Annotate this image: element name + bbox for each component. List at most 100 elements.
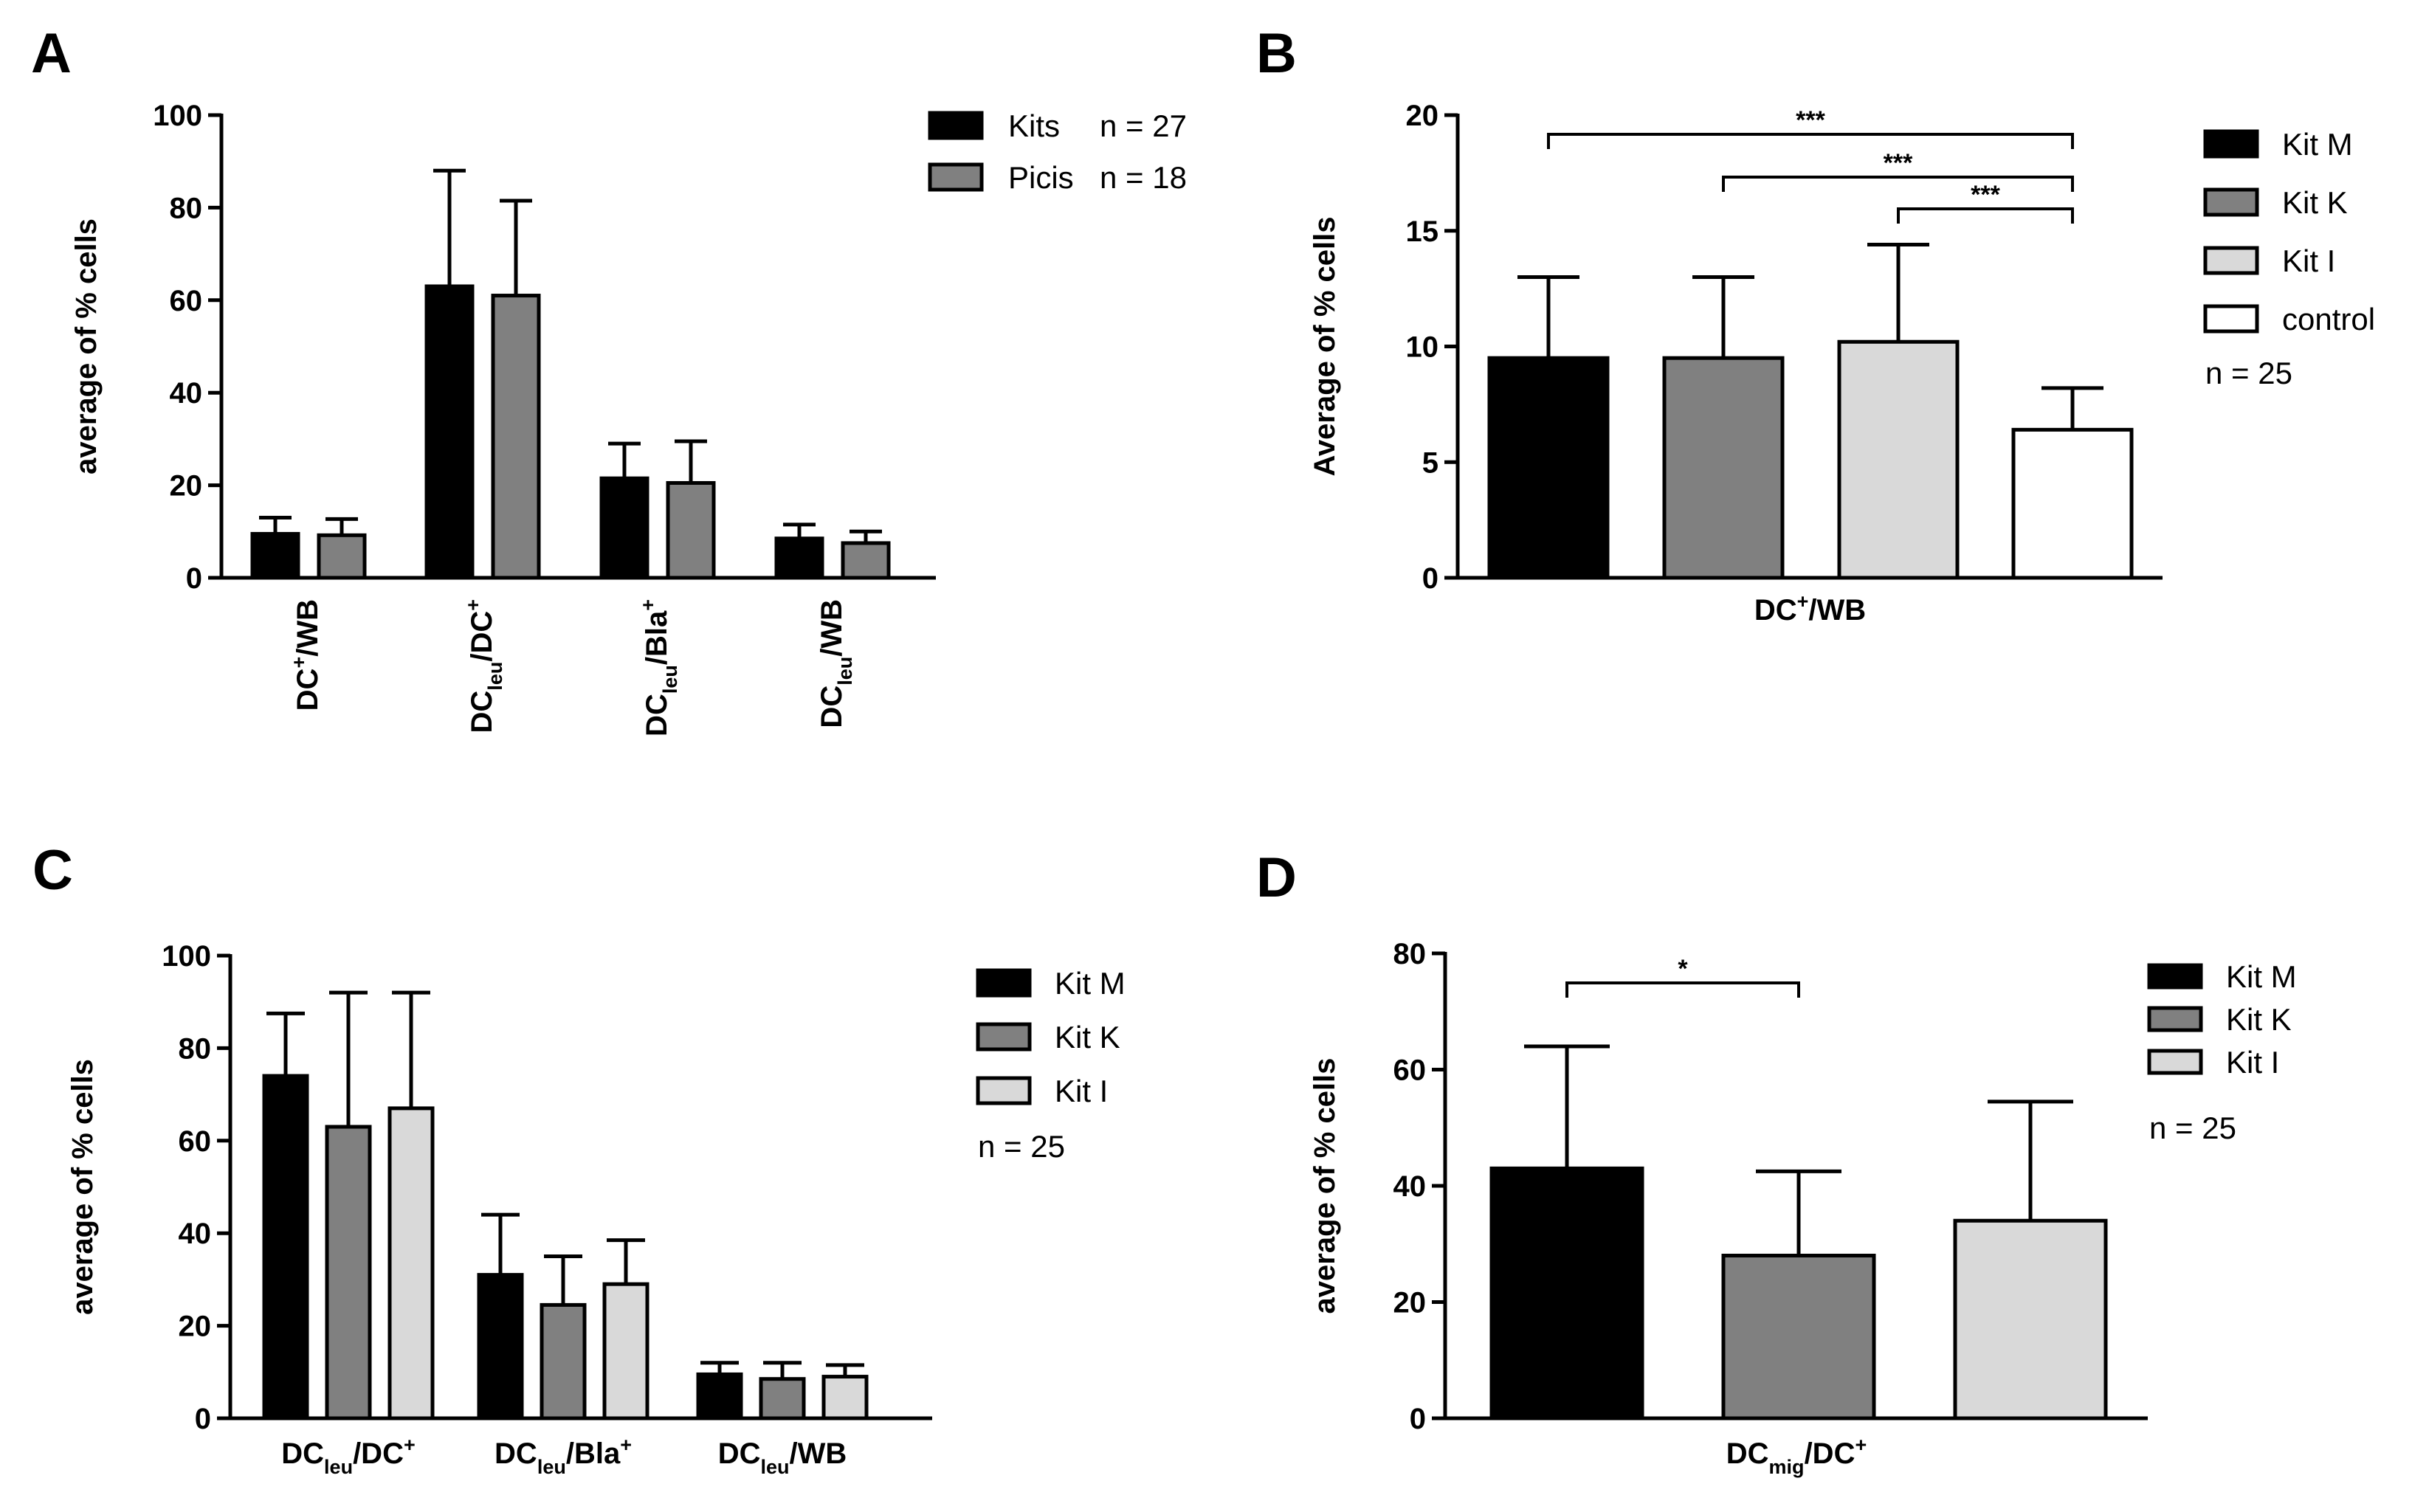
significance-bracket [1565,981,1800,998]
legend-label: Kit I [2282,244,2335,278]
y-axis-label: average of % cells [70,218,103,474]
n-label: n = 25 [978,1129,1065,1164]
panel-C: C 0 20 40 60 80 100 average of % cells DCleu/DC+… [32,839,1126,1478]
bar [424,284,475,580]
panel-D: D 0 20 40 60 80 average of % cells DCmig/DC+ * Ki… [1256,846,2297,1478]
y-tick-label: 15 [1406,215,1439,248]
bar [774,536,824,580]
significance-label: *** [1971,181,2000,209]
bar [1721,1254,1876,1420]
y-tick-label: 80 [1393,938,1427,970]
legend-swatch [2147,1006,2203,1032]
y-tick-label: 0 [186,562,202,595]
bar [602,1282,649,1420]
y-tick-label: 0 [1422,562,1438,595]
bar [540,1302,587,1420]
legend-swatch [2147,963,2203,990]
y-tick-label: 10 [1406,331,1439,364]
n-label: n = 25 [2205,356,2292,390]
bar [1953,1218,2108,1420]
y-axis-label: Average of % cells [1309,216,1341,476]
panel-B: B 0 5 10 15 20 Average of % cells DC+/WB *** *** *… [1256,22,2375,626]
bar [250,531,300,580]
legend-label: Kit M [1055,966,1126,1001]
significance-label: *** [1796,106,1825,134]
x-axis-label: DC+/WB [1754,590,1866,626]
y-tick-label: 20 [1393,1287,1427,1319]
bar [325,1125,372,1420]
y-tick-label: 20 [179,1311,212,1343]
y-tick-label: 20 [1406,100,1439,132]
y-tick-label: 5 [1422,446,1438,479]
bar [387,1106,435,1420]
significance-bracket [1722,176,2074,192]
y-tick-label: 40 [170,377,203,410]
category-label: DCleu/DC+ [462,599,506,733]
y-tick-label: 100 [162,940,211,973]
legend-swatch [976,1022,1032,1052]
bar [1489,1166,1644,1420]
bar [1662,356,1785,580]
bar [262,1074,309,1420]
legend-swatch [976,1076,1032,1105]
y-tick-label: 60 [1393,1054,1427,1087]
panel-letter: A [31,22,72,85]
y-tick-label: 60 [179,1125,212,1158]
panel-letter: C [32,839,73,902]
bar [2011,427,2134,580]
legend-label: Picis [1008,160,1074,195]
significance-bracket [1547,133,2074,149]
bar [696,1372,743,1420]
panel-letter: B [1256,22,1297,85]
y-tick-label: 0 [195,1403,211,1435]
legend-label: control [2282,302,2375,336]
legend-label: Kit I [2226,1045,2279,1080]
bar [821,1375,869,1420]
bar [599,476,649,580]
significance-label: * [1678,955,1688,983]
legend-swatch [2203,304,2259,334]
panel-letter: D [1256,846,1297,909]
legend-swatch [2203,187,2259,217]
bar [759,1377,806,1420]
legend-swatch [976,968,1032,998]
legend-swatch [2147,1049,2203,1075]
category-label: DCleu/WB [816,599,856,728]
bar [1487,356,1610,580]
legend-swatch [2203,129,2259,159]
bar [491,294,541,580]
y-tick-label: 40 [1393,1170,1427,1203]
legend-n-label: n = 18 [1100,160,1187,195]
bar [666,480,716,580]
legend-label: Kit I [1055,1074,1108,1108]
n-label: n = 25 [2149,1111,2236,1145]
y-tick-label: 80 [179,1032,212,1065]
y-tick-label: 100 [153,100,202,132]
y-tick-label: 40 [179,1218,212,1250]
legend-n-label: n = 27 [1100,108,1187,143]
y-tick-label: 60 [170,285,203,317]
y-axis-label: average of % cells [1309,1058,1341,1314]
bar [477,1273,524,1420]
y-tick-label: 20 [170,470,203,503]
category-label: DC+/WB [288,599,324,711]
legend-label: Kit M [2226,959,2297,994]
category-label: DCleu/Bla+ [637,599,681,736]
legend-swatch [928,162,984,192]
legend-label: Kit K [1055,1020,1120,1054]
legend-label: Kit M [2282,127,2353,162]
y-axis-label: average of % cells [66,1059,99,1315]
y-tick-label: 80 [170,192,203,224]
legend-label: Kit K [2226,1002,2292,1037]
category-label: DCleu/Bla+ [495,1434,632,1478]
legend-label: Kits [1008,108,1060,143]
x-axis-label: DCmig/DC+ [1726,1434,1867,1478]
bar [317,533,367,580]
y-tick-label: 0 [1410,1403,1426,1435]
panel-A: A 0 20 40 60 80 100 average of % cells DC+/WB DCl… [31,22,1187,736]
category-label: DCleu/WB [718,1437,847,1478]
legend-swatch [928,111,984,140]
bar [841,541,891,580]
bar [1837,339,1960,580]
